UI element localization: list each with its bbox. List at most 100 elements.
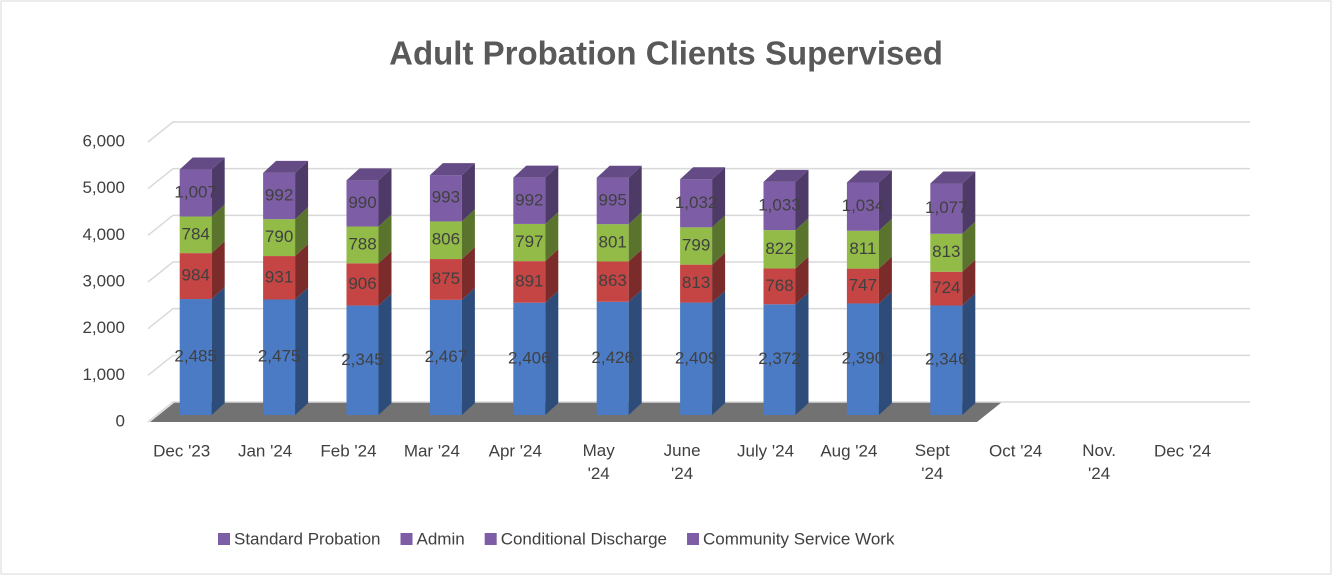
legend-label: Standard Probation (234, 529, 381, 548)
data-label: 1,034 (842, 196, 885, 215)
bar-segment (513, 177, 546, 224)
data-label: 1,007 (174, 183, 217, 202)
bar-segment (263, 172, 296, 220)
bar-side (211, 204, 225, 254)
bar-side (878, 218, 892, 269)
bar-top (846, 170, 892, 183)
x-tick-label: July '24 (737, 441, 794, 460)
data-label: 784 (182, 224, 210, 243)
x-tick-label: Jan '24 (238, 441, 292, 460)
bar-top (680, 167, 726, 180)
bar-segment (179, 253, 212, 300)
bar-top (346, 168, 392, 181)
legend-label: Community Service Work (703, 529, 895, 548)
bar-side (712, 252, 726, 303)
data-label: 2,475 (258, 347, 301, 366)
data-label: 822 (765, 239, 793, 258)
bar-segment (930, 183, 963, 234)
bar-segment (763, 304, 796, 415)
bar-segment (846, 303, 879, 415)
data-label: 2,345 (341, 350, 384, 369)
bar-side (461, 163, 475, 222)
data-label: 863 (599, 271, 627, 290)
bar-top (930, 171, 976, 184)
bar-segment (763, 181, 796, 231)
data-label: 1,033 (758, 195, 801, 214)
data-label: 2,467 (425, 347, 468, 366)
grid-line (147, 121, 1250, 143)
bar-top (179, 157, 225, 170)
bar-side (962, 293, 976, 415)
bar-side (712, 290, 726, 415)
bar-top (263, 160, 309, 173)
bar-side (628, 212, 642, 262)
bar-segment (596, 301, 629, 415)
bar-segment (513, 302, 546, 415)
bar-segment (930, 271, 963, 306)
bar-segment (930, 305, 963, 415)
bar-segment (513, 261, 546, 303)
data-label: 984 (182, 266, 210, 285)
bar-segment (179, 169, 212, 217)
bar-side (378, 168, 392, 227)
legend-marker (687, 533, 700, 545)
bar-segment (179, 299, 212, 415)
data-label: 2,409 (675, 348, 718, 367)
bar-side (878, 256, 892, 304)
bar-top (596, 165, 642, 178)
bar-side (211, 157, 225, 217)
data-label: 1,077 (925, 198, 968, 217)
bar-segment (930, 233, 963, 272)
bar-segment (179, 216, 212, 254)
data-label: 995 (599, 190, 627, 209)
bar-side (712, 215, 726, 265)
x-tick-label: Aug '24 (820, 441, 877, 460)
bar-side (795, 169, 809, 231)
bar-side (378, 251, 392, 306)
x-tick-label: Nov. '24 (1082, 441, 1116, 483)
bar-top (429, 163, 475, 176)
bar-side (378, 214, 392, 264)
y-tick-label: 3,000 (82, 271, 125, 290)
data-label: 2,346 (925, 350, 968, 369)
x-tick-label: Mar '24 (404, 441, 460, 460)
bar-segment (429, 299, 462, 415)
x-tick-label: Feb '24 (320, 441, 376, 460)
data-label: 813 (682, 273, 710, 292)
bar-side (795, 218, 809, 269)
bar-segment (263, 219, 296, 257)
bar-segment (680, 302, 713, 415)
data-label: 2,390 (842, 349, 885, 368)
legend-label: Admin (417, 529, 465, 548)
data-label: 790 (265, 227, 293, 246)
x-tick-label: Dec '23 (153, 441, 210, 460)
data-label: 797 (515, 232, 543, 251)
legend-marker (400, 533, 413, 545)
data-label: 788 (348, 234, 376, 253)
grid-line (147, 167, 1250, 190)
y-tick-label: 5,000 (82, 178, 125, 197)
data-label: 2,426 (591, 348, 634, 367)
chart-title: Adult Probation Clients Supervised (389, 35, 943, 72)
bar-segment (346, 305, 379, 415)
bar-segment (846, 230, 879, 269)
bar-side (545, 211, 559, 262)
x-tick-label: Dec '24 (1154, 441, 1211, 460)
bar-side (545, 249, 559, 303)
bar-segment (429, 221, 462, 260)
bar-side (962, 259, 976, 306)
bar-side (712, 167, 726, 228)
bar-side (211, 287, 225, 415)
data-label: 992 (265, 186, 293, 205)
data-label: 2,406 (508, 348, 551, 367)
bar-side (628, 249, 642, 302)
bar-segment (596, 224, 629, 262)
bar-segment (846, 182, 879, 231)
bar-segment (346, 180, 379, 227)
bar-segment (346, 263, 379, 306)
data-label: 747 (849, 276, 877, 295)
bar-side (295, 160, 309, 220)
bar-top (513, 165, 559, 178)
bar-side (295, 244, 309, 300)
data-label: 1,032 (675, 193, 718, 212)
